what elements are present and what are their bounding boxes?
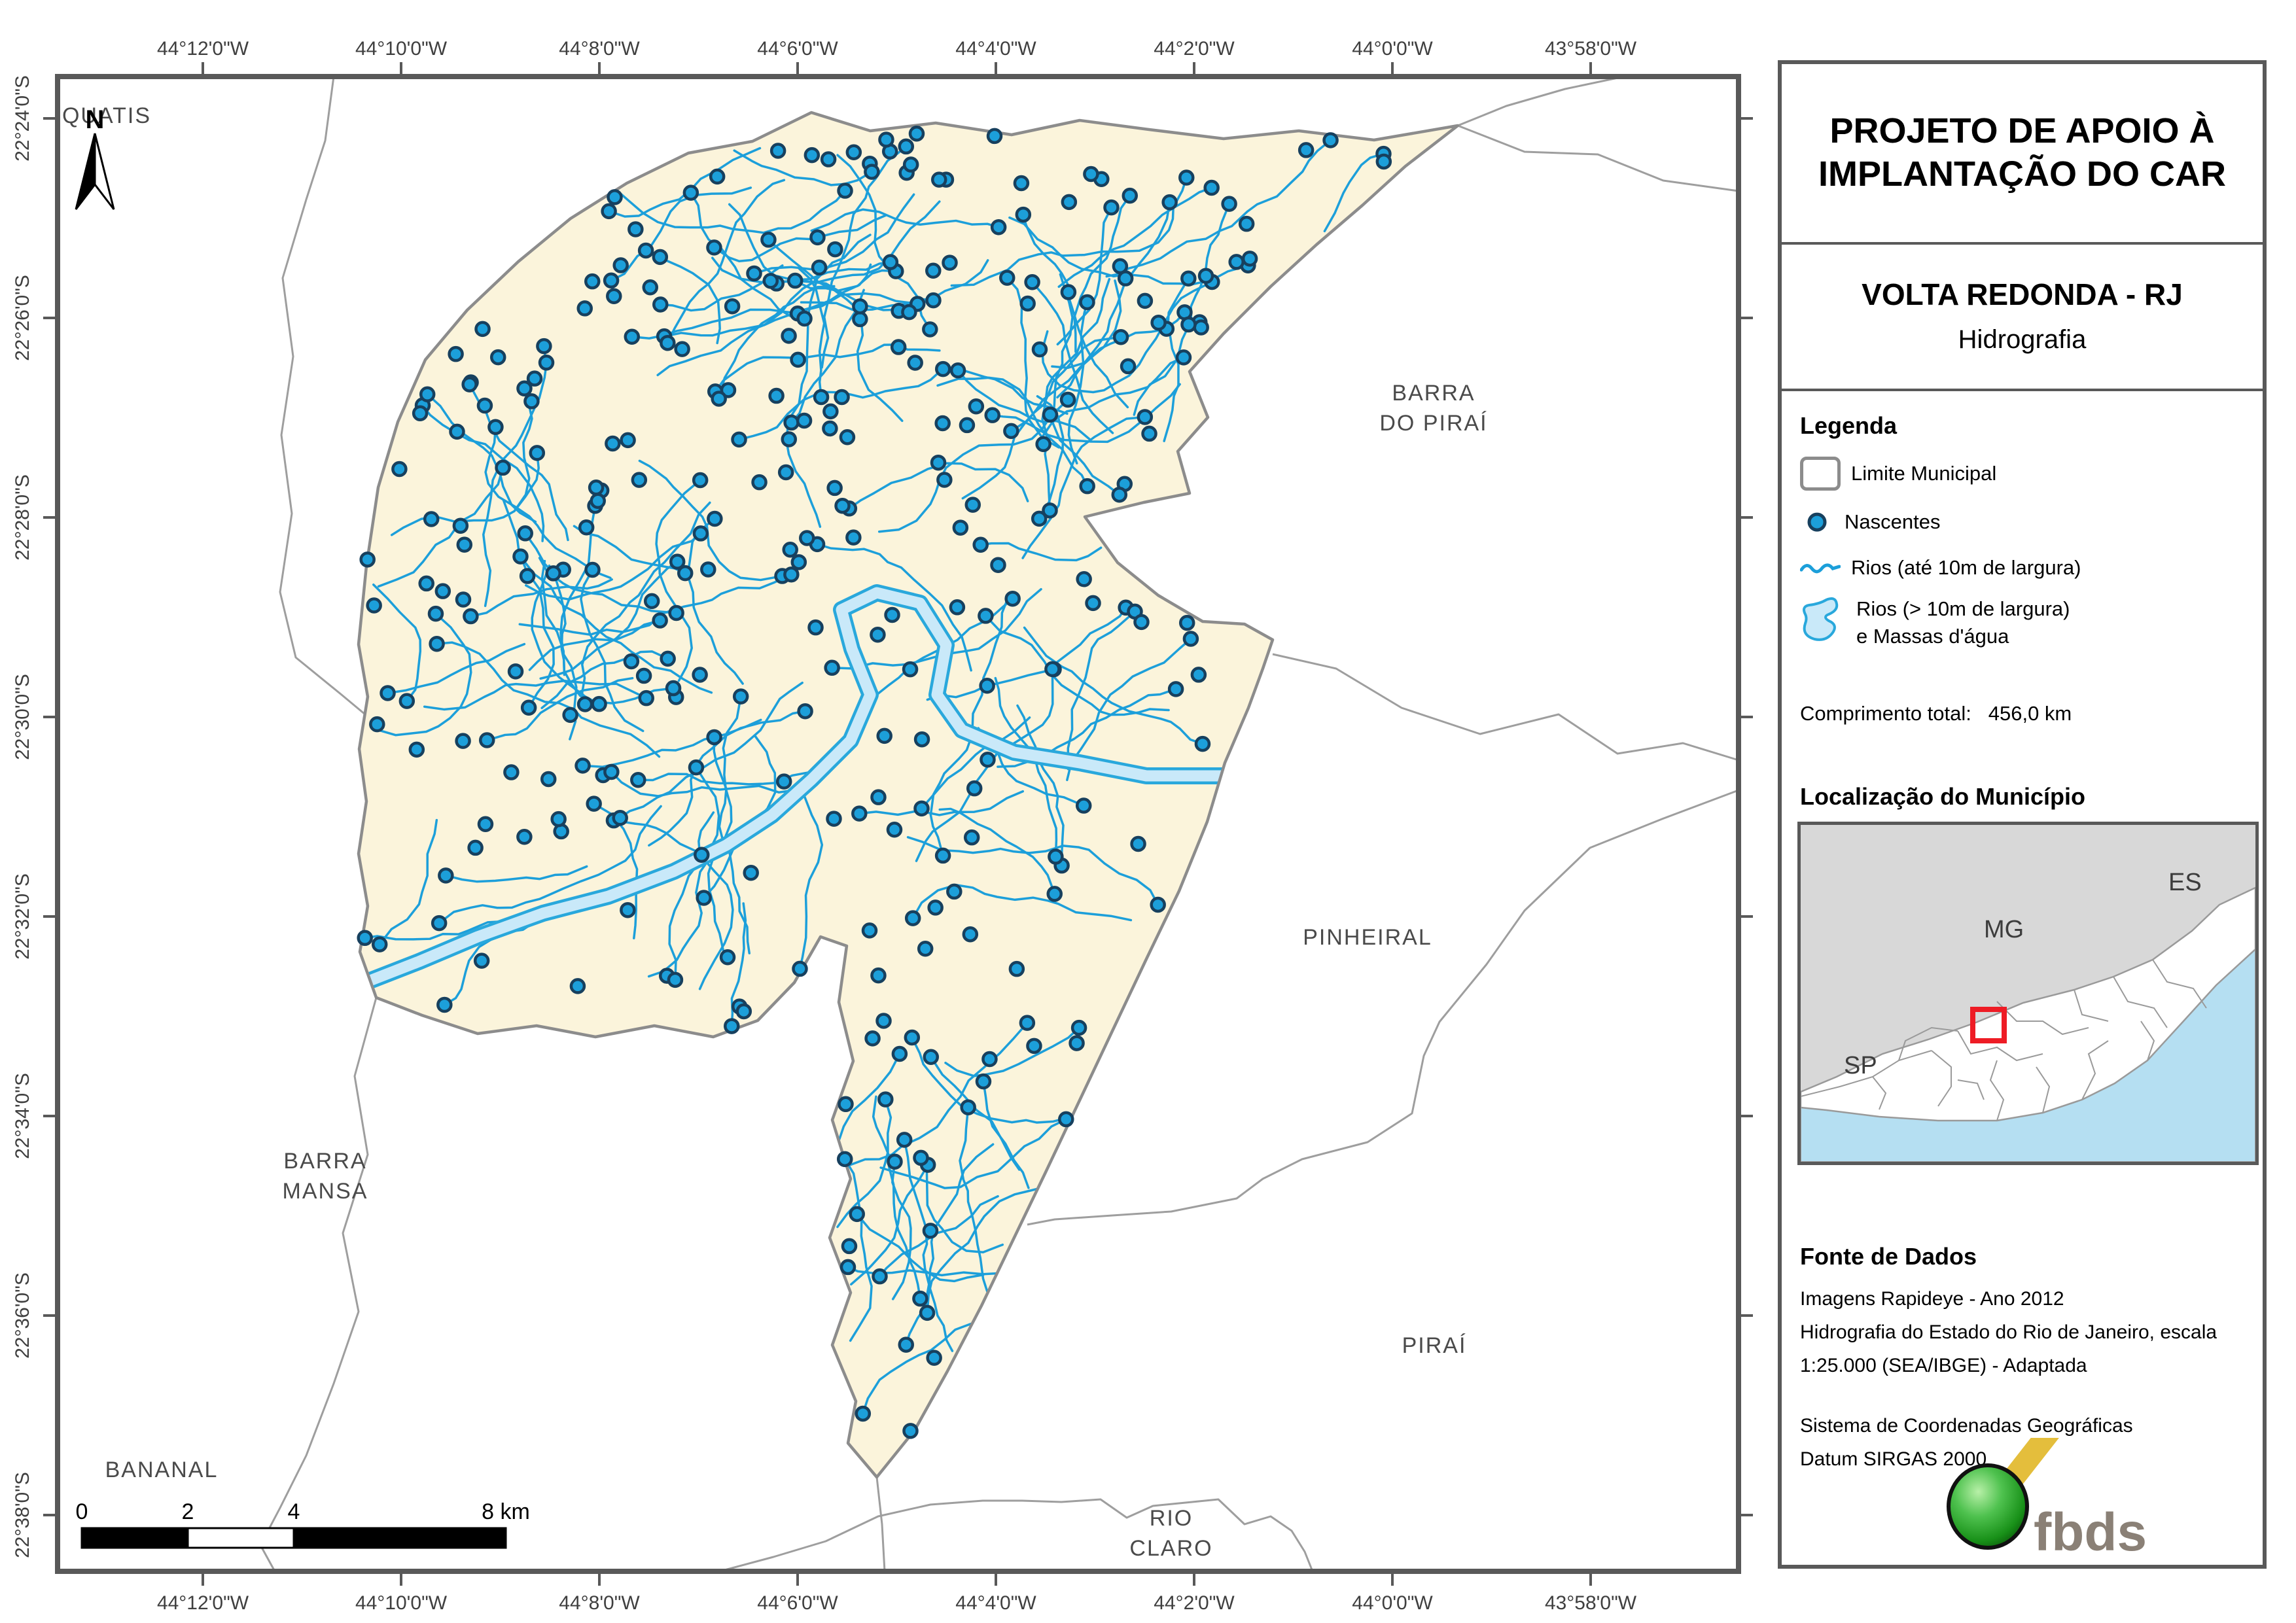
source-lines: Imagens Rapideye - Ano 2012 Hidrografia … — [1800, 1282, 2258, 1382]
spring-dot-icon — [1807, 512, 1827, 532]
lon-label-bottom: 43°58'0"W — [1545, 1592, 1637, 1614]
legend-item-label: Rios (até 10m de largura) — [1851, 556, 2081, 580]
legend-item-label: Limite Municipal — [1851, 462, 1997, 485]
wide-river — [362, 587, 1229, 987]
neighbor-label: QUATIS — [62, 103, 151, 128]
scale-label: 4 — [288, 1499, 300, 1524]
map-subtitle: VOLTA REDONDA - RJ Hidrografia — [1782, 242, 2263, 389]
lon-label-bottom: 44°0'0"W — [1352, 1592, 1433, 1614]
project-title: PROJETO DE APOIO À IMPLANTAÇÃO DO CAR — [1782, 64, 2263, 242]
lon-label-top: 44°8'0"W — [559, 38, 640, 60]
lon-label-top: 44°0'0"W — [1352, 38, 1433, 60]
divider — [1782, 242, 2263, 245]
lon-label-bottom: 44°6'0"W — [757, 1592, 838, 1614]
crs-line: Sistema de Coordenadas Geográficas — [1800, 1415, 2133, 1437]
legend-item-label-line2: e Massas d'água — [1856, 625, 2009, 648]
inset-municipality-borders — [1801, 959, 2207, 1121]
lat-label: 22°34'0"S — [12, 1073, 33, 1159]
lat-label: 22°28'0"S — [12, 474, 33, 561]
location-inset-map: MG ES SP — [1797, 822, 2259, 1165]
legend-item-massas: Rios (> 10m de largura) e Massas d'água — [1800, 595, 2070, 651]
lat-label: 22°32'0"S — [12, 873, 33, 960]
scale-label: 8 km — [482, 1499, 530, 1524]
neighbor-label: PINHEIRAL — [1303, 925, 1432, 950]
municipality-area — [359, 113, 1458, 1477]
lat-label: 22°38'0"S — [12, 1472, 33, 1558]
legend-item-label-line1: Rios (> 10m de largura) — [1856, 597, 2070, 621]
inset-highlight-rect — [1970, 1007, 2007, 1043]
springs-layer — [357, 125, 1392, 1439]
total-length-value: 456,0 km — [1988, 702, 2072, 725]
total-length: Comprimento total: 456,0 km — [1800, 702, 2072, 725]
neighbor-boundaries — [259, 75, 1739, 1573]
river-line-icon — [1800, 563, 1841, 574]
lon-label-top: 43°58'0"W — [1545, 38, 1637, 60]
scale-label: 0 — [76, 1499, 88, 1524]
scale-bar: 0 2 4 8 km — [76, 1499, 530, 1549]
legend-heading: Legenda — [1800, 412, 1898, 439]
crs-line: Datum SIRGAS 2000 — [1800, 1448, 1987, 1470]
lon-label-top: 44°4'0"W — [955, 38, 1036, 60]
lon-label-bottom: 44°8'0"W — [559, 1592, 640, 1614]
water-body-icon — [1803, 597, 1839, 641]
info-panel: PROJETO DE APOIO À IMPLANTAÇÃO DO CAR VO… — [1778, 60, 2267, 1569]
lon-label-top: 44°6'0"W — [757, 38, 838, 60]
north-label: N — [86, 105, 105, 134]
neighbor-label: BANANAL — [105, 1457, 219, 1482]
graticule: 44°12'0"W 44°12'0"W 44°10'0"W 44°10'0"W 44°8… — [12, 38, 1753, 1614]
north-arrow-icon: N — [75, 105, 115, 210]
lon-label-bottom: 44°4'0"W — [955, 1592, 1036, 1614]
map-frame — [55, 74, 1741, 1574]
legend-item-label: Rios (> 10m de largura) e Massas d'água — [1856, 595, 2070, 650]
inset-state-label-sp: SP — [1844, 1052, 1877, 1079]
municipality-border — [357, 111, 1460, 1479]
lat-label: 22°30'0"S — [12, 674, 33, 760]
total-length-label: Comprimento total: — [1800, 702, 1971, 725]
municipality-name: VOLTA REDONDA - RJ — [1862, 277, 2183, 311]
neighbor-label: MANSA — [283, 1179, 368, 1204]
source-heading: Fonte de Dados — [1800, 1243, 1977, 1270]
inset-rj-state — [1801, 886, 2255, 1122]
legend-item-limite: Limite Municipal — [1800, 457, 1996, 491]
neighbor-label: BARRA — [283, 1149, 366, 1174]
lat-label: 22°24'0"S — [12, 75, 33, 162]
lat-label: 22°36'0"S — [12, 1272, 33, 1359]
source-line: Imagens Rapideye - Ano 2012 — [1800, 1288, 2064, 1310]
lon-label-top: 44°2'0"W — [1154, 38, 1235, 60]
fbds-logo-text: fbds — [2034, 1503, 2147, 1562]
lon-label-bottom: 44°10'0"W — [355, 1592, 448, 1614]
project-title-line1: PROJETO DE APOIO À — [1829, 111, 2215, 151]
divider — [1782, 389, 2263, 391]
neighbor-label: RIO — [1150, 1506, 1193, 1531]
municipal-limit-swatch-icon — [1800, 457, 1841, 491]
neighbor-label: BARRA — [1392, 381, 1475, 406]
lon-label-top: 44°12'0"W — [157, 38, 249, 60]
inset-state-label-mg: MG — [1984, 916, 2024, 943]
inset-state-label-es: ES — [2168, 869, 2202, 896]
neighbor-label: CLARO — [1129, 1536, 1212, 1561]
fbds-logo-icon: fbds — [1947, 1421, 2147, 1562]
legend-item-nascentes: Nascentes — [1800, 508, 1940, 536]
source-line: 1:25.000 (SEA/IBGE) - Adaptada — [1800, 1355, 2087, 1376]
lon-label-bottom: 44°12'0"W — [157, 1592, 249, 1614]
lon-label-top: 44°10'0"W — [355, 38, 448, 60]
lon-label-bottom: 44°2'0"W — [1154, 1592, 1235, 1614]
neighbor-labels: QUATIS BARRA DO PIRAÍ PINHEIRAL BARRA MANSA PI… — [62, 103, 1487, 1561]
project-title-line2: IMPLANTAÇÃO DO CAR — [1818, 154, 2226, 194]
source-line: Hidrografia do Estado do Rio de Janeiro,… — [1800, 1321, 2217, 1343]
map-theme: Hidrografia — [1958, 324, 2087, 354]
crs-lines: Sistema de Coordenadas Geográficas Datum… — [1800, 1409, 2258, 1476]
neighbor-label: PIRAÍ — [1402, 1333, 1467, 1358]
lat-label: 22°26'0"S — [12, 275, 33, 361]
location-heading: Localização do Município — [1800, 783, 2086, 810]
scale-label: 2 — [182, 1499, 194, 1524]
fbds-logo: fbds — [1932, 1421, 2168, 1582]
legend-item-rios: Rios (até 10m de largura) — [1800, 554, 2081, 582]
neighbor-label: DO PIRAÍ — [1379, 411, 1487, 436]
legend-item-label: Nascentes — [1845, 510, 1941, 534]
